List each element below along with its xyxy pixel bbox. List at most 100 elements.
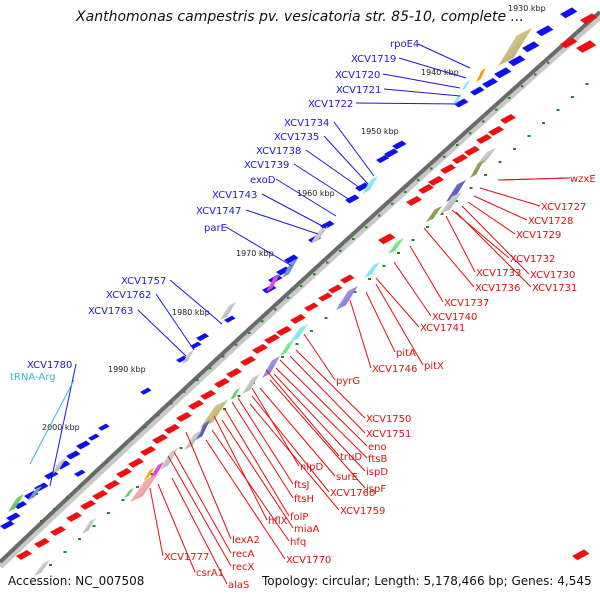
cog-block-25[interactable] [150,462,164,478]
reverse-gene-label[interactable]: XCV1750 [366,414,411,425]
reverse-gene-label[interactable]: ftsJ [294,480,309,491]
reverse-gene-label[interactable]: XCV1746 [372,364,417,375]
cog-block-31[interactable] [28,486,42,500]
reverse-gene-label[interactable]: XCV1759 [340,506,385,517]
reverse-gene-label[interactable]: XCV1777 [164,552,209,563]
forward-gene-5[interactable] [482,77,498,88]
forward-gene-8[interactable] [392,140,407,150]
reverse-gene-39[interactable] [580,13,598,25]
forward-gene-12[interactable] [345,194,360,204]
reverse-gene-label[interactable]: alaS [228,580,249,591]
cog-block-26[interactable] [144,468,154,480]
forward-gene-26[interactable] [66,450,81,460]
cog-block-13[interactable] [310,226,328,244]
forward-gene-28[interactable] [44,470,59,480]
cog-block-19[interactable] [242,374,260,394]
reverse-gene-label[interactable]: XCV1740 [432,312,477,323]
reverse-gene-label[interactable]: ftsB [368,454,387,465]
reverse-gene-label[interactable]: ftsH [294,494,314,505]
reverse-gene-label[interactable]: recA [232,549,255,560]
cog-block-23[interactable] [184,430,202,450]
reverse-gene-26[interactable] [164,423,180,434]
rna-gene-label[interactable]: tRNA-Arg [10,372,55,383]
reverse-gene-21[interactable] [226,367,242,378]
cog-block-18[interactable] [262,356,280,378]
reverse-gene-7[interactable] [440,163,456,174]
cog-block-28[interactable] [124,488,134,498]
cog-block-16[interactable] [290,324,308,342]
forward-gene-label[interactable]: XCV1720 [335,70,380,81]
reverse-gene-17[interactable] [276,325,292,336]
forward-gene-21[interactable] [176,355,188,363]
forward-gene-10[interactable] [376,155,390,164]
reverse-gene-label[interactable]: XCV1728 [528,216,573,227]
reverse-gene-9[interactable] [418,183,434,194]
reverse-gene-38[interactable] [572,549,590,561]
reverse-gene-label[interactable]: lexA2 [232,535,260,546]
forward-gene-16[interactable] [276,266,291,276]
forward-gene-label[interactable]: parE [204,223,227,234]
forward-gene-35[interactable] [74,469,86,477]
cog-block-35[interactable] [220,302,236,320]
forward-gene-1[interactable] [536,25,554,37]
forward-gene-11[interactable] [355,182,370,192]
reverse-gene-29[interactable] [128,457,144,468]
reverse-gene-31[interactable] [104,479,120,490]
forward-gene-label[interactable]: exoD [250,175,276,186]
reverse-gene-19[interactable] [252,343,268,354]
reverse-gene-label[interactable]: folP [290,512,308,523]
reverse-gene-label[interactable]: pitX [424,361,444,372]
cog-block-2[interactable] [462,80,470,90]
reverse-gene-label[interactable]: pyrG [336,376,360,387]
reverse-gene-label[interactable]: XCV1760 [330,488,375,499]
reverse-gene-24[interactable] [188,399,204,410]
reverse-gene-label[interactable]: XCV1751 [366,429,411,440]
forward-gene-3[interactable] [508,55,526,67]
reverse-gene-14[interactable] [318,292,333,302]
reverse-gene-label[interactable]: nlpD [300,462,323,473]
reverse-gene-20[interactable] [240,355,256,366]
reverse-gene-16[interactable] [290,313,306,324]
reverse-gene-label[interactable]: csrA1 [196,568,224,579]
reverse-gene-label[interactable]: XCV1736 [475,283,520,294]
cog-block-33[interactable] [82,518,96,534]
reverse-gene-37[interactable] [16,549,32,560]
cog-block-29[interactable] [182,350,194,364]
reverse-gene-label[interactable]: XCV1729 [516,230,561,241]
forward-gene-34[interactable] [224,315,236,323]
reverse-gene-label[interactable]: wzxE [570,174,596,185]
reverse-gene-label[interactable]: XCV1727 [541,202,586,213]
reverse-gene-label[interactable]: XCV1733 [476,268,521,279]
forward-gene-label[interactable]: XCV1735 [274,132,319,143]
forward-gene-19[interactable] [196,333,210,342]
reverse-gene-label[interactable]: hflX [268,516,288,527]
forward-gene-label[interactable]: XCV1739 [244,160,289,171]
forward-gene-0[interactable] [560,7,578,19]
forward-gene-label[interactable]: XCV1762 [106,290,151,301]
cog-block-24[interactable] [160,448,178,470]
reverse-gene-23[interactable] [200,389,216,400]
forward-gene-label[interactable]: rpoE4 [390,39,419,50]
reverse-gene-label[interactable]: XCV1731 [532,283,577,294]
cog-block-9[interactable] [362,176,378,194]
reverse-gene-34[interactable] [66,511,82,522]
cog-block-34[interactable] [34,560,50,576]
forward-gene-31[interactable] [14,501,28,510]
cog-block-7[interactable] [440,192,462,214]
reverse-gene-15[interactable] [304,302,319,312]
cog-block-3[interactable] [452,94,462,106]
forward-gene-32[interactable] [6,512,21,522]
reverse-gene-label[interactable]: XCV1737 [444,298,489,309]
reverse-gene-label[interactable]: pitA [396,348,416,359]
cog-block-30[interactable] [52,458,66,474]
reverse-gene-label[interactable]: XCV1732 [510,254,555,265]
forward-gene-23[interactable] [98,423,110,431]
reverse-gene-11[interactable] [378,233,396,245]
forward-gene-9[interactable] [384,148,399,158]
forward-gene-label[interactable]: XCV1734 [284,118,329,129]
reverse-gene-3[interactable] [488,125,504,136]
cog-block-8[interactable] [426,206,442,222]
reverse-gene-label[interactable]: hfq [290,537,306,548]
reverse-gene-13[interactable] [328,284,343,294]
forward-gene-24[interactable] [88,433,100,441]
